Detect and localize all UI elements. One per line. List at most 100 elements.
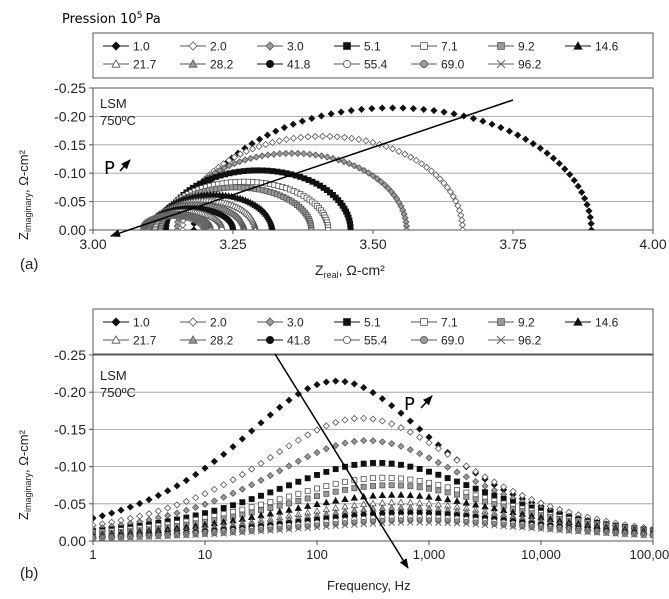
legend-entry-label: 69.0 [441,58,465,72]
data-point [472,519,479,526]
trend-arrow-a [110,99,514,237]
data-point [202,510,208,517]
data-point [587,220,595,228]
data-point [295,523,302,531]
legend-entry-label: 41.8 [287,58,311,72]
x-tick-label: 3.00 [79,236,106,252]
data-point [256,135,264,143]
y-axis-label-a: Zimaginary, Ω-cm² [16,149,33,240]
data-point [509,487,517,495]
data-point [389,104,397,112]
data-point [359,505,368,513]
x-axis-label-a: Zreal, Ω-cm² [315,262,385,280]
data-point [378,395,386,403]
data-point [93,534,97,541]
data-point [549,154,557,162]
data-point [332,418,340,427]
data-point [248,496,255,503]
data-point [164,504,172,512]
data-point [154,514,162,522]
data-point [145,496,153,504]
data-point [406,519,414,526]
data-point [350,521,358,528]
data-point [304,385,312,393]
data-point [388,482,395,489]
legend-marker [496,59,506,69]
data-point [229,443,237,451]
data-point [229,529,237,537]
data-point [360,384,368,392]
data-point [322,422,330,430]
data-point [522,135,530,143]
data-point [286,500,292,507]
data-point [449,192,457,200]
y-tick-label: -0.20 [54,384,86,400]
data-point [406,503,415,511]
data-point [266,472,274,480]
data-point [173,532,181,539]
series-a [140,104,595,230]
legend-marker [188,335,198,344]
data-point [382,142,390,151]
data-point [373,175,381,183]
data-point [303,502,312,509]
data-point [444,475,451,482]
data-point [239,506,246,513]
data-point [454,491,460,498]
y-tick-label: 0.00 [59,222,86,238]
arrow-label-b: P [404,394,415,415]
data-point [332,377,340,385]
data-point [365,169,373,177]
data-point [481,520,489,527]
data-point [355,164,363,172]
data-point [313,523,321,531]
data-point [282,149,290,157]
data-point [612,530,620,537]
data-point [399,104,407,112]
data-point [240,168,247,175]
data-point [220,505,227,511]
y-tick-label: -0.10 [54,165,86,181]
data-point [201,490,209,498]
inner-label-b-1: LSM [100,368,127,383]
data-point [294,504,303,511]
data-point [350,506,359,514]
data-point [556,526,564,534]
data-point [350,380,358,388]
inner-label-a-2: 750ºC [100,113,136,128]
data-point [298,117,306,125]
data-point [126,503,134,511]
data-point [304,475,311,482]
data-point [210,497,218,505]
data-point [332,522,340,530]
data-point [388,474,395,481]
data-point [229,226,237,230]
data-point [332,480,339,487]
x-ticks-a: 3.00 3.25 3.50 3.75 4.00 [79,230,667,252]
data-point [313,448,321,457]
data-point [276,485,283,492]
data-point [267,489,274,496]
data-point [435,487,442,494]
data-point [145,510,153,518]
legend-entry-label: 7.1 [441,316,458,330]
data-point [267,505,274,512]
data-point [593,529,601,536]
data-point [446,188,455,196]
data-point [462,462,470,470]
data-point [630,531,638,538]
data-point [347,227,354,230]
y-tick-label: -0.25 [54,347,86,363]
data-point [288,149,296,157]
data-point [369,491,377,499]
data-point [397,424,405,432]
data-point [238,485,246,493]
data-point [93,514,97,522]
data-point [379,482,386,489]
data-point [317,152,326,160]
data-point [416,450,424,458]
data-point [500,522,508,530]
data-point [229,529,237,536]
data-point [452,197,460,205]
data-point [395,147,403,155]
